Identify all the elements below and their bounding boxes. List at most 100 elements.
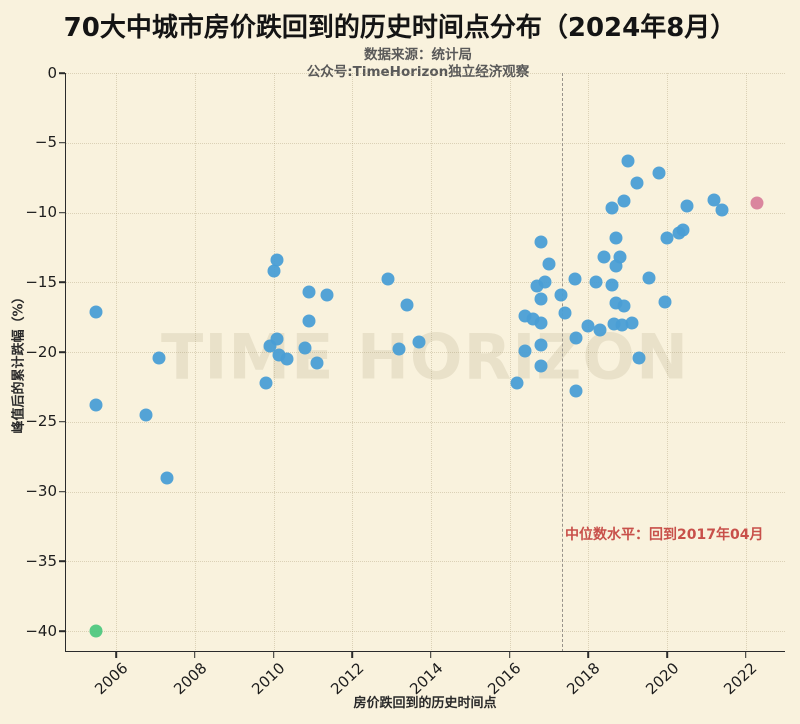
gridline-x [352, 73, 354, 652]
y-tick [59, 211, 65, 214]
data-point-cities [558, 306, 572, 320]
data-point-cities [392, 342, 406, 356]
data-point-cities [609, 231, 623, 245]
chart-title: 70大中城市房价跌回到的历史时间点分布（2024年8月） [63, 13, 737, 43]
y-tick-label: −30 [25, 482, 57, 501]
y-tick [59, 351, 65, 353]
data-point-cities [630, 176, 644, 190]
y-tick-label: −25 [25, 412, 57, 431]
data-point-cities [581, 319, 595, 333]
x-tick [115, 652, 117, 658]
data-point-cities [270, 332, 284, 346]
x-tick [508, 652, 511, 658]
y-tick-label: −20 [25, 342, 57, 361]
gridline-x [588, 73, 590, 652]
gridline-y [65, 142, 785, 144]
y-tick [59, 72, 65, 74]
data-point-latest-city [750, 196, 764, 210]
gridline-x [273, 73, 275, 652]
data-point-cities [152, 351, 166, 365]
y-tick-label: −5 [34, 133, 57, 152]
y-tick-label: −35 [25, 551, 57, 570]
x-tick [666, 652, 668, 658]
y-axis-label: 峰值后的累计跌幅（%） [11, 290, 27, 434]
data-point-cities [538, 275, 552, 289]
y-tick [59, 281, 65, 284]
data-point-cities [615, 318, 629, 332]
data-point-cities [676, 223, 690, 237]
data-point-cities [542, 257, 556, 271]
y-tick [59, 141, 65, 144]
x-tick [587, 652, 590, 658]
gridline-y [65, 491, 785, 493]
gridline-y [65, 561, 785, 563]
data-point-cities [534, 235, 548, 249]
data-point-cities [642, 271, 656, 285]
gridline-x [194, 73, 196, 652]
gridline-y [65, 352, 785, 354]
data-point-cities [518, 344, 532, 358]
plot-frame [65, 73, 785, 652]
data-point-cities [652, 166, 666, 180]
gridline-y [65, 212, 785, 214]
data-point-cities [320, 288, 334, 302]
gridline-x [666, 73, 668, 652]
gridline-y [65, 73, 785, 74]
gridline-x [430, 73, 432, 652]
data-point-cities [302, 314, 316, 328]
gridline-y [65, 631, 785, 633]
x-tick [351, 652, 353, 658]
y-tick-label: −15 [25, 272, 57, 291]
data-point-cities [534, 359, 548, 373]
y-tick [59, 630, 65, 632]
data-point-cities [589, 275, 603, 289]
gridline-y [65, 421, 785, 423]
data-point-cities [534, 338, 548, 352]
data-point-cities [160, 471, 174, 485]
gridline-x [509, 73, 511, 652]
data-point-cities [89, 305, 103, 319]
data-point-cities [270, 253, 284, 267]
data-point-cities [597, 250, 611, 264]
median-annotation: 中位数水平：回到2017年04月 [565, 527, 764, 543]
data-point-cities [617, 299, 631, 313]
data-point-earliest-city [89, 624, 103, 638]
subtitle-source: 数据来源：统计局 [364, 47, 472, 63]
data-point-cities [534, 292, 548, 306]
x-tick [744, 652, 747, 658]
x-tick [430, 652, 432, 658]
data-point-cities [605, 278, 619, 292]
subtitle-wechat: 公众号:TimeHorizon独立经济观察 [306, 64, 530, 80]
median-line [561, 73, 563, 652]
data-point-cities [412, 335, 426, 349]
x-axis-label: 房价跌回到的历史时间点 [353, 696, 497, 711]
gridline-y [65, 282, 785, 284]
y-tick-label: −10 [25, 203, 57, 222]
data-point-cities [280, 352, 294, 366]
data-point-cities [310, 356, 324, 370]
y-tick [59, 420, 65, 423]
data-point-cities [510, 376, 524, 390]
data-point-cities [660, 231, 674, 245]
data-point-cities [89, 398, 103, 412]
data-point-cities [707, 193, 721, 207]
data-point-cities [658, 295, 672, 309]
x-tick [194, 652, 196, 658]
data-point-cities [139, 408, 153, 422]
data-point-cities [593, 323, 607, 337]
data-point-cities [569, 384, 583, 398]
data-point-cities [605, 201, 619, 215]
data-point-cities [568, 272, 581, 286]
data-point-cities [680, 199, 694, 213]
data-point-cities [569, 331, 583, 345]
data-point-cities [381, 272, 395, 286]
gridline-x [745, 73, 747, 652]
y-tick-label: 0 [47, 63, 57, 82]
data-point-cities [259, 376, 273, 390]
gridline-x [116, 73, 118, 652]
data-point-cities [298, 341, 312, 355]
data-point-cities [715, 203, 729, 217]
data-point-cities [625, 316, 639, 330]
data-point-cities [267, 264, 281, 278]
data-point-cities [613, 250, 627, 264]
